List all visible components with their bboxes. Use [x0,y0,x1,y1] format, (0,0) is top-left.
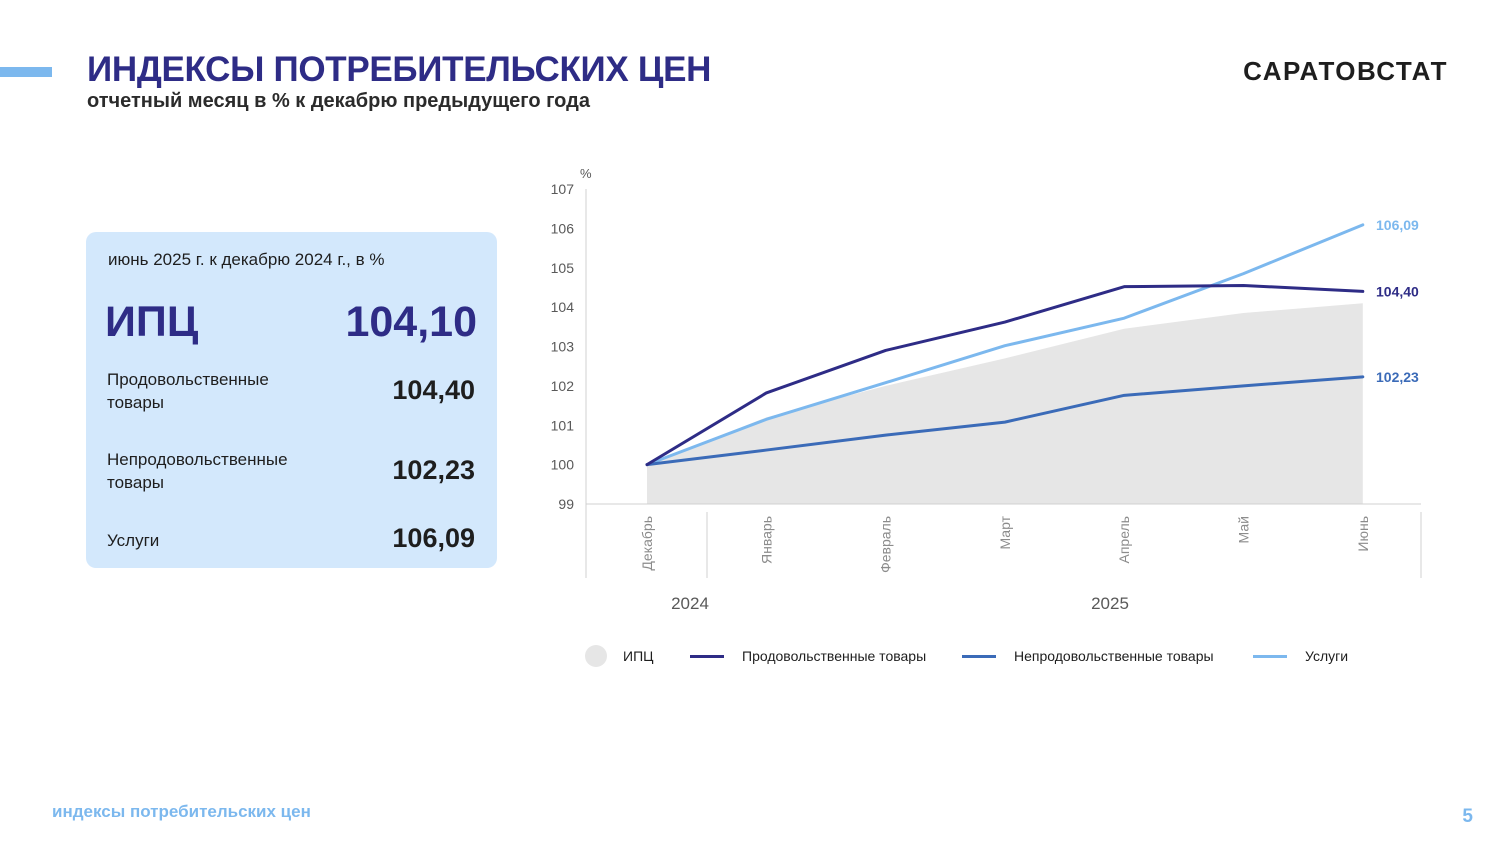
y-tick-label-102: 102 [551,378,575,394]
legend-swatch-nonfood [962,654,996,658]
legend-swatch-food [690,654,724,658]
nonfood-label: Непродовольственные товары [107,450,288,492]
food-label: Продовольственные товары [107,370,269,412]
brand-logo-text: САРАТОВСТАТ [1243,56,1448,86]
x-tick-label-1: Январь [758,516,774,564]
legend-item-food: Продовольственные товары [690,644,926,668]
series-line-nonfood [645,375,1365,467]
page-number: 5 [1462,806,1473,827]
y-tick-label-100: 100 [551,457,575,473]
services-label: Услуги [107,531,160,550]
y-axis-unit: % [580,166,592,181]
legend-item-nonfood: Непродовольственные товары [962,644,1214,668]
y-tick-label-105: 105 [551,260,575,276]
x-tick-label-3: Март [997,515,1013,549]
summary-card: июнь 2025 г. к декабрю 2024 г., в % ИПЦ … [86,232,497,568]
y-tick-label-104: 104 [551,299,575,315]
cpi-label: ИПЦ [105,298,199,346]
footer-text: индексы потребительских цен [52,802,311,821]
legend-item-cpi: ИПЦ [585,644,653,668]
series-line-food [645,283,1365,467]
legend-label-food: Продовольственные товары [742,648,927,664]
page-title: ИНДЕКСЫ ПОТРЕБИТЕЛЬСКИХ ЦЕН [87,50,712,89]
legend-swatch-cpi [585,645,607,667]
page-subtitle: отчетный месяц в % к декабрю предыдущего… [87,90,590,112]
chart-legend: ИПЦ Продовольственные товары Непродоволь… [585,644,1385,668]
legend-label-services: Услуги [1305,648,1349,664]
legend-label-cpi: ИПЦ [623,648,654,664]
year-label-2024: 2024 [671,594,709,613]
y-tick-label-99: 99 [558,496,574,512]
card-caption: июнь 2025 г. к декабрю 2024 г., в % [108,250,385,269]
end-label-nonfood: 102,23 [1376,369,1419,385]
end-label-services: 106,09 [1376,217,1419,233]
y-tick-label-106: 106 [551,220,575,236]
x-tick-label-4: Апрель [1116,516,1132,564]
y-tick-label-103: 103 [551,339,575,355]
x-tick-label-0: Декабрь [639,516,655,571]
y-tick-label-101: 101 [551,417,575,433]
x-tick-label-2: Февраль [878,516,894,573]
year-label-2025: 2025 [1091,594,1129,613]
end-label-food: 104,40 [1376,283,1419,299]
legend-swatch-services [1253,654,1287,658]
series-line-services [645,223,1365,467]
cpi-value: 104,10 [345,298,477,346]
cpi-line-chart: 99 100 101 102 103 104 105 106 107% Декабрь Январь… [551,166,1422,613]
food-value: 104,40 [392,375,475,405]
legend-label-nonfood: Непродовольственные товары [1014,648,1214,664]
accent-bar [0,67,52,77]
services-value: 106,09 [392,523,475,553]
x-tick-label-5: Май [1236,516,1252,543]
legend-item-services: Услуги [1253,644,1348,668]
nonfood-value: 102,23 [392,455,475,485]
x-tick-label-6: Июнь [1355,516,1371,552]
y-tick-label-107: 107 [551,181,575,197]
series-area-cpi [647,303,1363,504]
